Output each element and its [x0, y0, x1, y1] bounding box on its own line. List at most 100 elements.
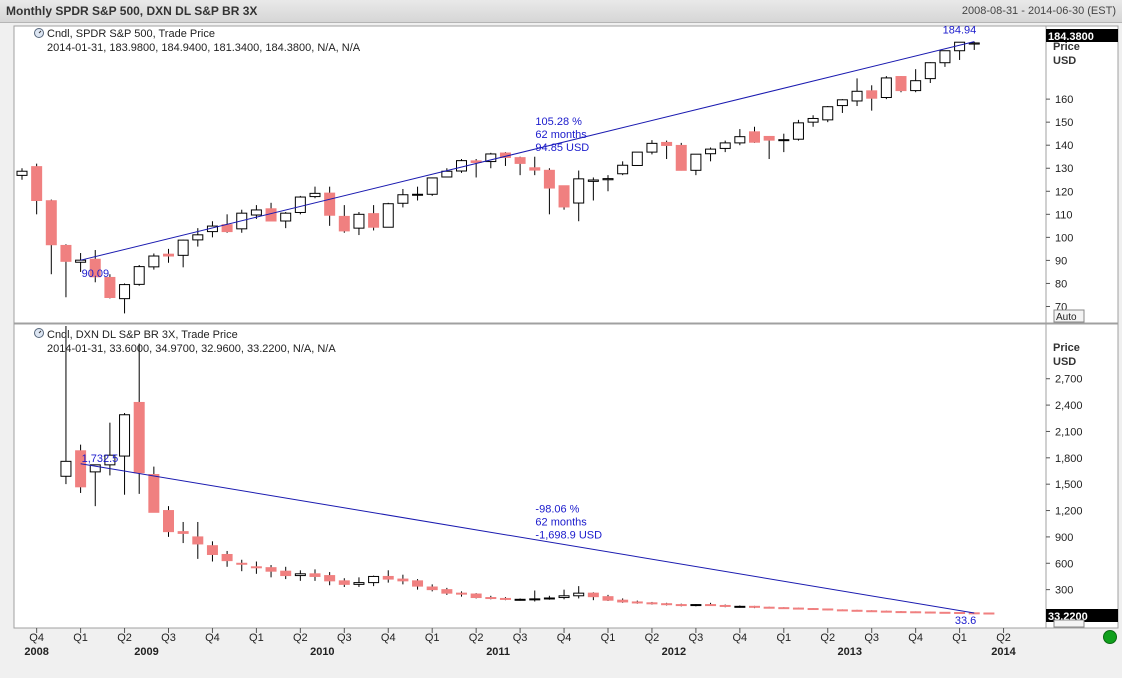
- lower-candle[interactable]: [426, 584, 438, 592]
- upper-candle[interactable]: [573, 170, 585, 222]
- upper-candle[interactable]: [895, 76, 907, 93]
- upper-candle[interactable]: [280, 212, 292, 229]
- upper-axis-panel[interactable]: [1045, 25, 1119, 324]
- lower-candle[interactable]: [602, 594, 614, 602]
- lower-candle[interactable]: [558, 589, 570, 600]
- lower-candle[interactable]: [910, 611, 922, 614]
- upper-candle[interactable]: [851, 78, 863, 107]
- lower-candle[interactable]: [690, 604, 702, 607]
- upper-candle[interactable]: [807, 115, 819, 127]
- lower-candle[interactable]: [485, 595, 497, 600]
- lower-candle[interactable]: [221, 550, 233, 567]
- lower-trendline[interactable]: [80, 463, 975, 614]
- upper-candle[interactable]: [250, 205, 262, 219]
- upper-candle[interactable]: [426, 177, 438, 196]
- upper-candle[interactable]: [309, 186, 321, 199]
- lower-candle[interactable]: [587, 592, 599, 601]
- upper-candle[interactable]: [661, 140, 673, 160]
- lower-candle[interactable]: [412, 579, 424, 590]
- lower-candle[interactable]: [734, 605, 746, 608]
- lower-candle[interactable]: [778, 607, 790, 610]
- lower-axis-panel[interactable]: [1045, 323, 1119, 629]
- lower-candle[interactable]: [866, 610, 878, 613]
- lower-candle[interactable]: [807, 608, 819, 611]
- upper-candle[interactable]: [485, 152, 497, 169]
- upper-candle[interactable]: [514, 156, 526, 176]
- upper-trendline[interactable]: [80, 41, 975, 261]
- upper-candle[interactable]: [31, 163, 43, 215]
- lower-candle[interactable]: [954, 611, 966, 614]
- upper-candle[interactable]: [866, 85, 878, 111]
- upper-candle[interactable]: [119, 283, 131, 314]
- upper-candle[interactable]: [353, 212, 365, 236]
- upper-candle[interactable]: [558, 185, 570, 210]
- lower-candle[interactable]: [939, 611, 951, 614]
- upper-candle[interactable]: [690, 153, 702, 176]
- upper-candle[interactable]: [89, 250, 101, 283]
- lower-candle[interactable]: [75, 444, 87, 493]
- upper-candle[interactable]: [719, 140, 731, 153]
- lower-candle[interactable]: [851, 609, 863, 612]
- lower-candle[interactable]: [324, 572, 336, 586]
- upper-candle[interactable]: [133, 265, 145, 286]
- lower-candle[interactable]: [250, 561, 262, 574]
- upper-candle[interactable]: [880, 76, 892, 100]
- lower-candle[interactable]: [675, 603, 687, 607]
- lower-candle[interactable]: [661, 602, 673, 606]
- lower-candle[interactable]: [206, 541, 218, 562]
- lower-candle[interactable]: [514, 598, 526, 601]
- upper-pane[interactable]: [13, 25, 1047, 324]
- lower-candle[interactable]: [338, 578, 350, 587]
- lower-candle[interactable]: [133, 343, 145, 494]
- upper-candle[interactable]: [675, 142, 687, 171]
- lower-candle[interactable]: [822, 608, 834, 611]
- upper-candle[interactable]: [177, 239, 189, 268]
- lower-candle[interactable]: [177, 521, 189, 544]
- lower-candle[interactable]: [104, 422, 116, 476]
- lower-candle[interactable]: [499, 597, 511, 601]
- lower-candle[interactable]: [119, 413, 131, 495]
- upper-candle[interactable]: [60, 244, 72, 298]
- lower-candle[interactable]: [353, 577, 365, 587]
- lower-auto-button[interactable]: [1053, 619, 1085, 628]
- lower-candle[interactable]: [470, 593, 482, 599]
- upper-candle[interactable]: [602, 175, 614, 192]
- upper-candle[interactable]: [734, 129, 746, 146]
- upper-candle[interactable]: [16, 168, 28, 180]
- upper-candle[interactable]: [148, 253, 160, 270]
- upper-candle[interactable]: [470, 159, 482, 178]
- lower-candle[interactable]: [309, 569, 321, 581]
- upper-candle[interactable]: [646, 140, 658, 155]
- lower-candle[interactable]: [89, 464, 101, 507]
- upper-candle[interactable]: [338, 205, 350, 233]
- upper-candle[interactable]: [705, 147, 717, 162]
- lower-candle[interactable]: [192, 521, 204, 559]
- lower-candle[interactable]: [397, 574, 409, 585]
- lower-candle[interactable]: [441, 587, 453, 595]
- lower-candle[interactable]: [617, 598, 629, 603]
- lower-candle[interactable]: [880, 610, 892, 613]
- upper-candle[interactable]: [45, 199, 57, 275]
- lower-candle[interactable]: [719, 604, 731, 608]
- lower-candle[interactable]: [382, 570, 394, 583]
- lower-pane[interactable]: [13, 323, 1047, 629]
- lower-candle[interactable]: [749, 605, 760, 609]
- upper-candle[interactable]: [939, 50, 951, 67]
- upper-candle[interactable]: [368, 205, 380, 231]
- upper-candle[interactable]: [382, 202, 394, 228]
- lower-candle[interactable]: [529, 590, 541, 602]
- upper-candle[interactable]: [836, 99, 848, 113]
- lower-candle[interactable]: [705, 602, 717, 607]
- lower-candle[interactable]: [280, 566, 292, 580]
- upper-candle[interactable]: [749, 126, 760, 143]
- lower-candle[interactable]: [368, 575, 380, 587]
- lower-candle[interactable]: [895, 611, 907, 614]
- upper-candle[interactable]: [763, 135, 775, 160]
- upper-candle[interactable]: [617, 161, 629, 176]
- lower-candle[interactable]: [792, 607, 804, 610]
- upper-candle[interactable]: [778, 133, 790, 153]
- upper-candle[interactable]: [924, 62, 936, 83]
- lower-candle[interactable]: [236, 559, 248, 572]
- upper-candle[interactable]: [792, 119, 804, 141]
